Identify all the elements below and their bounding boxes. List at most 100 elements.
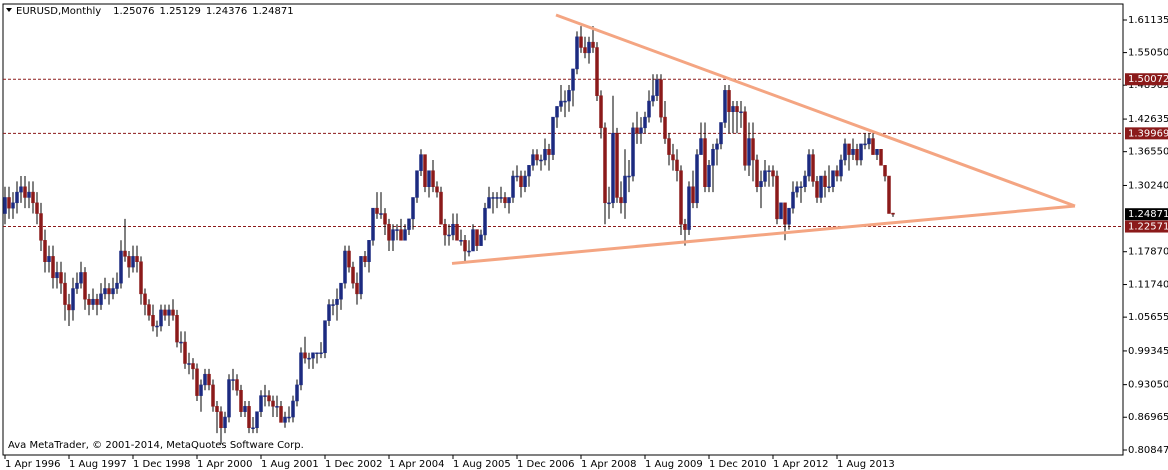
candle-body [11, 202, 15, 209]
candle-body [807, 154, 811, 177]
candle-body [579, 36, 583, 48]
candle-body [347, 250, 351, 268]
candle-body [767, 170, 771, 172]
candle-body [87, 298, 91, 305]
y-tick-label: 0.93050 [1128, 380, 1168, 391]
candle-body [543, 149, 547, 161]
candle-body [479, 234, 483, 246]
candle-body [747, 138, 751, 166]
candle-body [795, 186, 799, 193]
candle-body [515, 175, 519, 178]
candle-body [775, 175, 779, 220]
candle-body [195, 368, 199, 396]
y-tick-label: 0.80847 [1128, 445, 1168, 456]
candle-body [511, 175, 515, 198]
candle-body [687, 186, 691, 230]
candle-body [219, 411, 223, 429]
candle-body [367, 240, 371, 262]
candle-body [107, 288, 111, 295]
header-price: 1.25129 [160, 6, 201, 17]
dropdown-icon[interactable] [6, 8, 12, 12]
x-tick-label: 1 Aug 2009 [645, 459, 703, 470]
candle-body [455, 223, 459, 241]
candle-body [519, 175, 523, 187]
candle-body [883, 165, 887, 177]
candle-body [303, 352, 307, 359]
x-tick-label: 1 Apr 1996 [5, 459, 60, 470]
candle-body [671, 154, 675, 161]
candle-body [483, 207, 487, 236]
candle-body [627, 175, 631, 178]
candle-body [295, 384, 299, 402]
candle-body [159, 309, 163, 327]
candle-body [299, 352, 303, 386]
candle-body [667, 138, 671, 155]
candle-body [27, 191, 31, 198]
candle-body [19, 186, 23, 193]
level-label-box [1125, 73, 1168, 86]
candle-body [147, 304, 151, 316]
candle-body [211, 384, 215, 407]
candle-body [859, 143, 863, 161]
candle-body [223, 416, 227, 429]
candle-body [723, 90, 727, 123]
candle-body [495, 197, 499, 199]
candle-body [339, 282, 343, 300]
candle-body [843, 143, 847, 161]
candle-body [7, 197, 11, 209]
candle-body [707, 165, 711, 187]
candle-body [879, 149, 883, 166]
candle-body [95, 298, 99, 305]
candle-body [259, 395, 263, 412]
candle-body [191, 363, 195, 370]
symbol-label: EURUSD,Monthly [16, 6, 101, 17]
candle-body [35, 202, 39, 214]
candle-body [643, 116, 647, 129]
candle-body [427, 170, 431, 187]
x-tick-label: 1 Aug 1997 [69, 459, 127, 470]
candle-body [531, 154, 535, 166]
candle-body [851, 149, 855, 155]
candle-body [607, 202, 611, 205]
candle-body [679, 170, 683, 225]
x-tick-label: 1 Aug 2013 [837, 459, 895, 470]
candle-body [323, 320, 327, 354]
candle-body [83, 272, 87, 300]
candle-body [363, 256, 367, 262]
candle-body [555, 106, 559, 118]
y-tick-label: 1.61135 [1128, 15, 1168, 26]
header-price: 1.25076 [113, 6, 154, 17]
x-tick-label: 1 Dec 1998 [133, 459, 191, 470]
candle-body [151, 315, 155, 327]
candle-body [727, 90, 731, 113]
y-tick-label: 1.11740 [1128, 280, 1168, 291]
candle-body [55, 272, 59, 279]
candle-body [403, 229, 407, 241]
candle-body [803, 175, 807, 187]
candle-body [31, 191, 35, 204]
candle-body [163, 309, 167, 316]
candle-body [399, 229, 403, 241]
candle-body [467, 250, 471, 253]
candle-body [715, 143, 719, 150]
candle-body [71, 288, 75, 311]
candle-body [639, 127, 643, 134]
current-price-label: 1.24871 [1128, 209, 1168, 220]
candle-body [171, 309, 175, 316]
x-tick-label: 1 Dec 2010 [709, 459, 767, 470]
level-label: 1.39969 [1128, 128, 1168, 139]
candle-body [239, 390, 243, 412]
candle-body [443, 223, 447, 236]
current-price-label-box [1125, 208, 1168, 221]
candle-body [103, 288, 107, 295]
candle-body [499, 197, 503, 199]
candle-body [99, 293, 103, 305]
candle-body [391, 229, 395, 241]
y-tick-label: 1.17870 [1128, 247, 1168, 258]
level-label-box [1125, 220, 1168, 233]
candle-body [615, 132, 619, 198]
candle-body [59, 272, 63, 284]
trend-line [555, 13, 1076, 208]
candle-body [735, 106, 739, 113]
